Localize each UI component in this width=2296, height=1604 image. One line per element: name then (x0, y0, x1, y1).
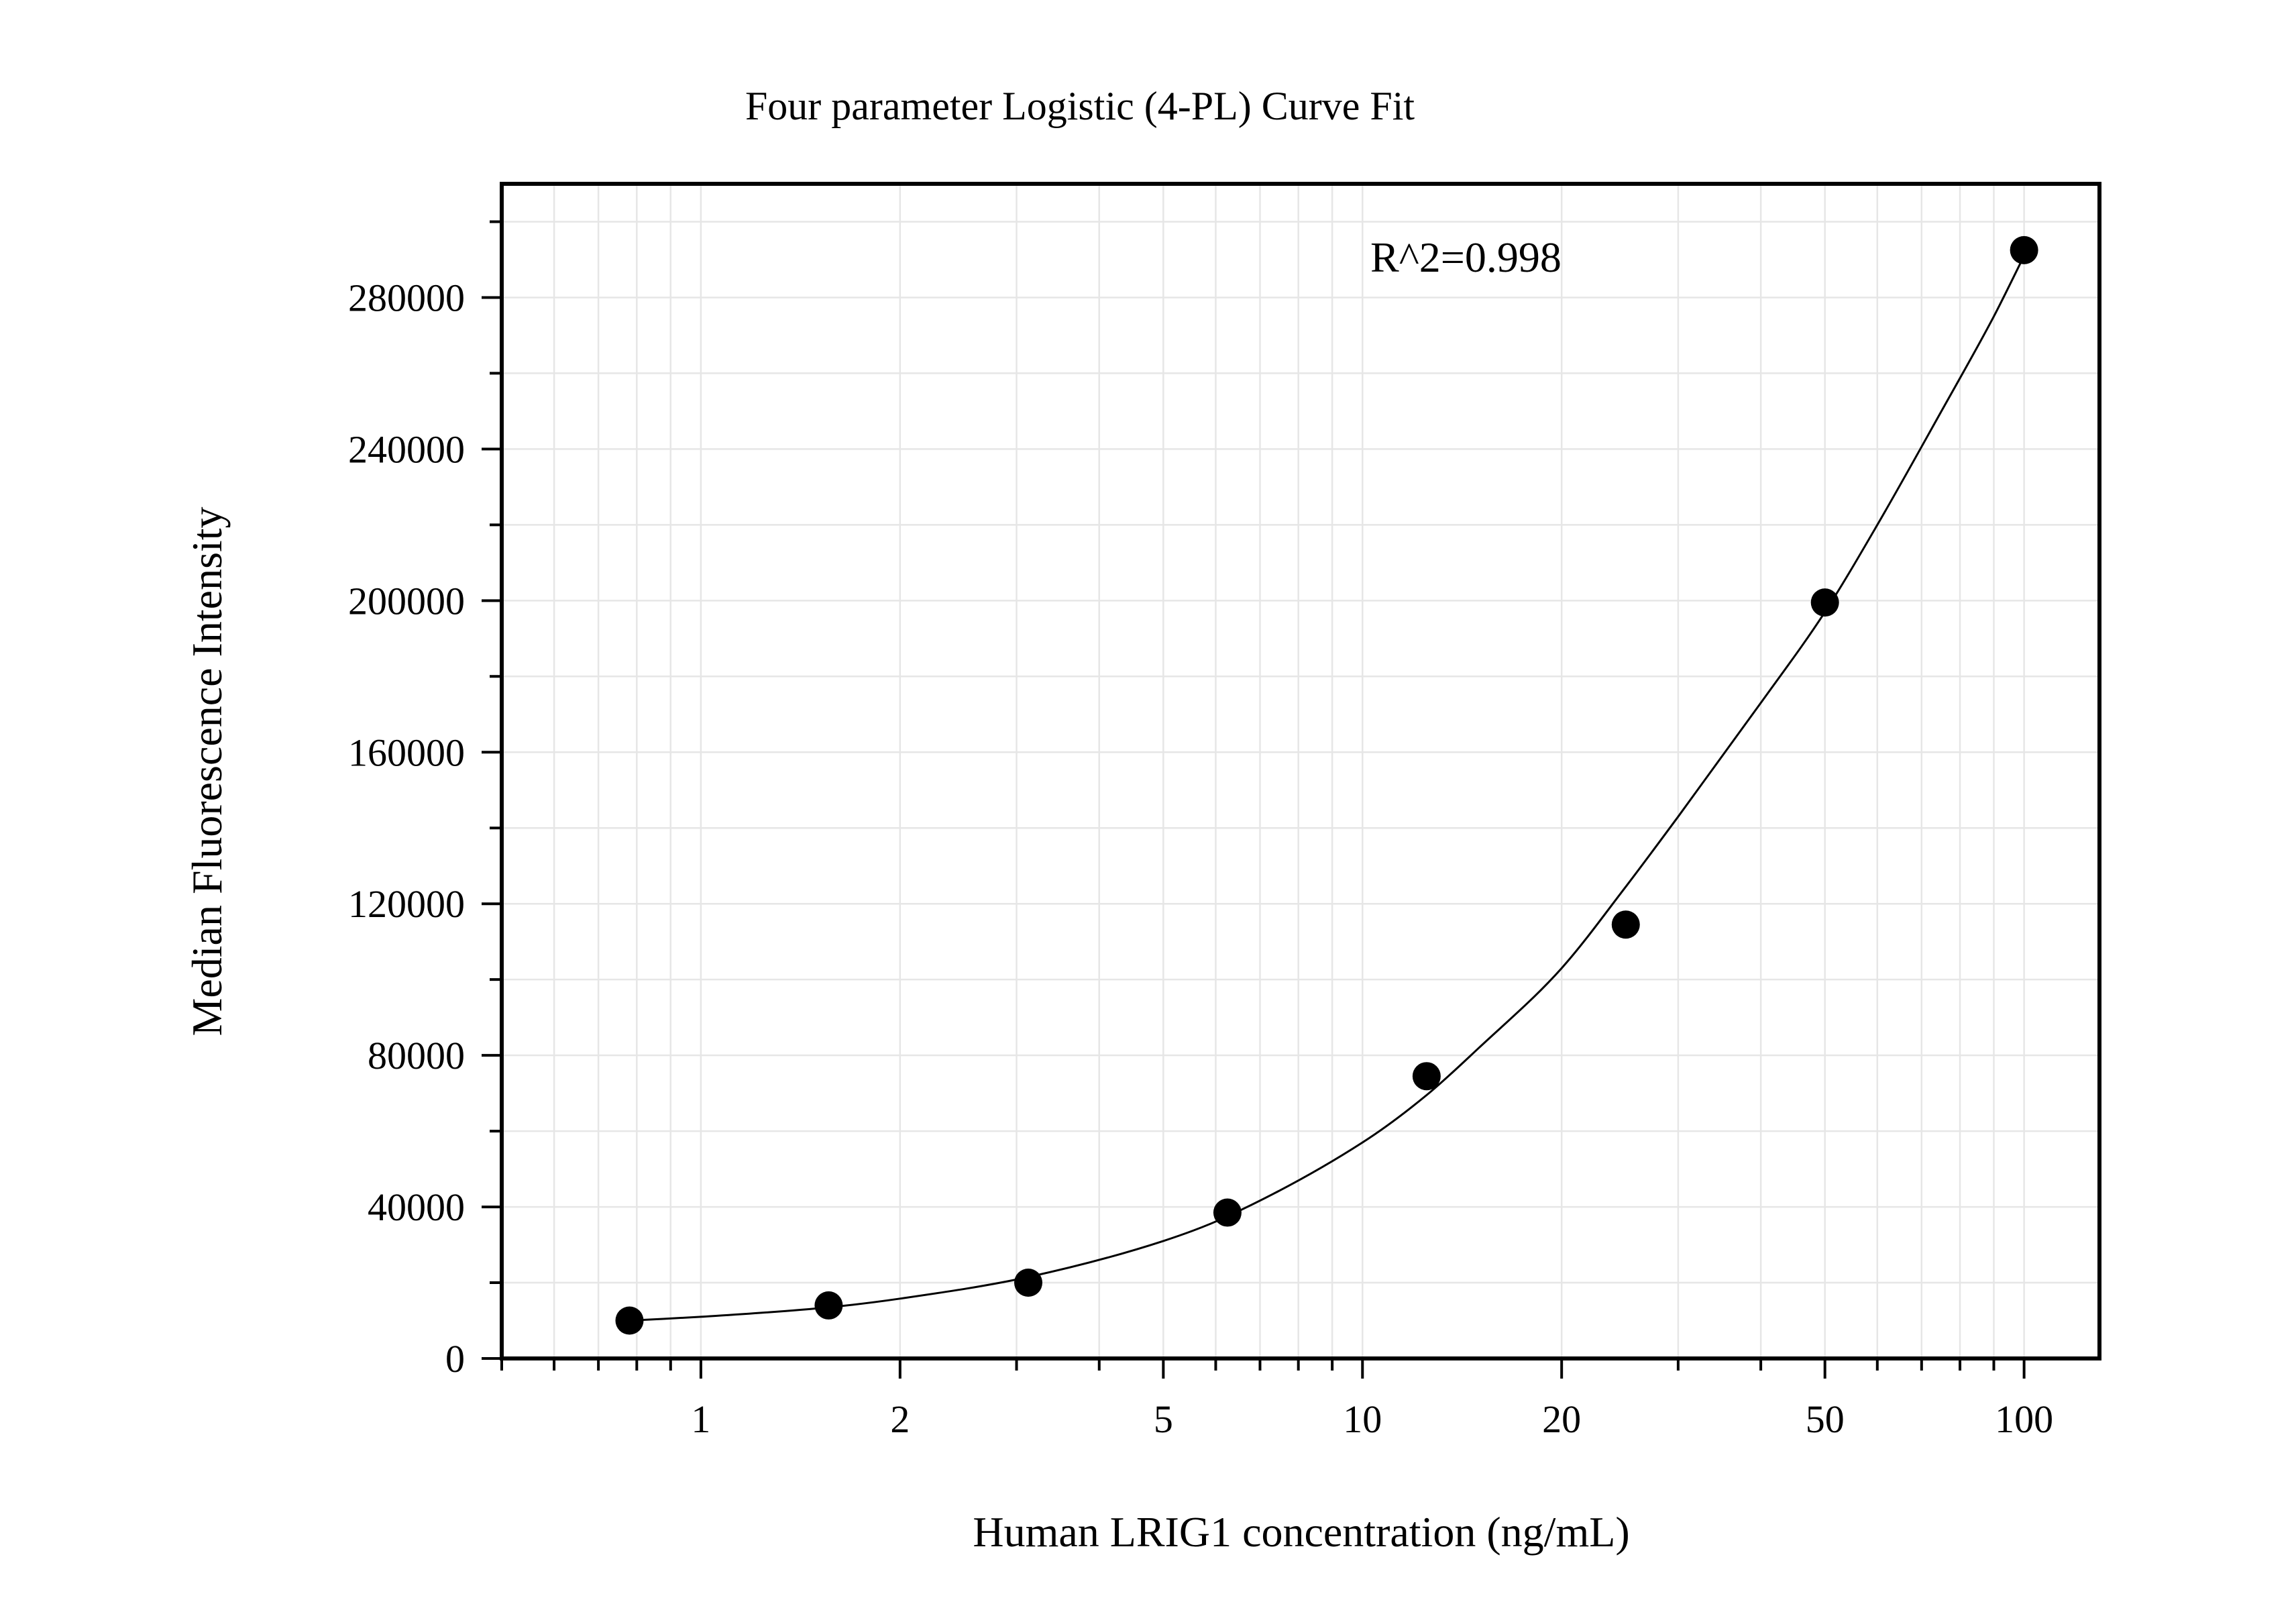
y-tick-label: 240000 (348, 427, 465, 471)
data-point (1014, 1269, 1043, 1297)
data-point (615, 1306, 644, 1335)
x-axis-label: Human LRIG1 concentration (ng/mL) (973, 1508, 1629, 1556)
y-tick-label: 0 (445, 1337, 465, 1381)
x-tick-label: 5 (1154, 1397, 1173, 1441)
y-tick-label: 120000 (348, 882, 465, 926)
chart-title: Four parameter Logistic (4-PL) Curve Fit (745, 84, 1415, 128)
x-tick-label: 10 (1343, 1397, 1382, 1441)
data-point (1412, 1062, 1441, 1091)
y-axis-label: Median Fluorescence Intensity (183, 506, 231, 1036)
data-point (2010, 235, 2038, 264)
y-tick-label: 280000 (348, 276, 465, 319)
x-tick-label: 2 (890, 1397, 910, 1441)
y-tick-label: 160000 (348, 731, 465, 774)
data-points (615, 235, 2038, 1335)
x-tick-label: 50 (1806, 1397, 1845, 1441)
data-point (1810, 588, 1839, 617)
plot-frame (500, 182, 2101, 1360)
x-tick-label: 1 (691, 1397, 710, 1441)
x-tick-label: 20 (1542, 1397, 1581, 1441)
x-tick-label: 100 (1995, 1397, 2053, 1441)
y-axis: 0 40000 80000 120000 160000 200000 240000 28000… (348, 220, 502, 1381)
y-tick-label: 40000 (368, 1185, 465, 1229)
data-point (1611, 910, 1640, 939)
y-tick-label: 80000 (368, 1034, 465, 1077)
data-point (1213, 1198, 1242, 1227)
data-point (814, 1291, 843, 1320)
fit-curve (629, 255, 2025, 1322)
r-squared-annotation: R^2=0.998 (1370, 233, 1562, 281)
x-axis: 1 2 5 10 20 50 100 (500, 1358, 2053, 1441)
y-tick-label: 200000 (348, 579, 465, 623)
fit-curve-layer (629, 255, 2025, 1322)
grid (500, 184, 2099, 1358)
